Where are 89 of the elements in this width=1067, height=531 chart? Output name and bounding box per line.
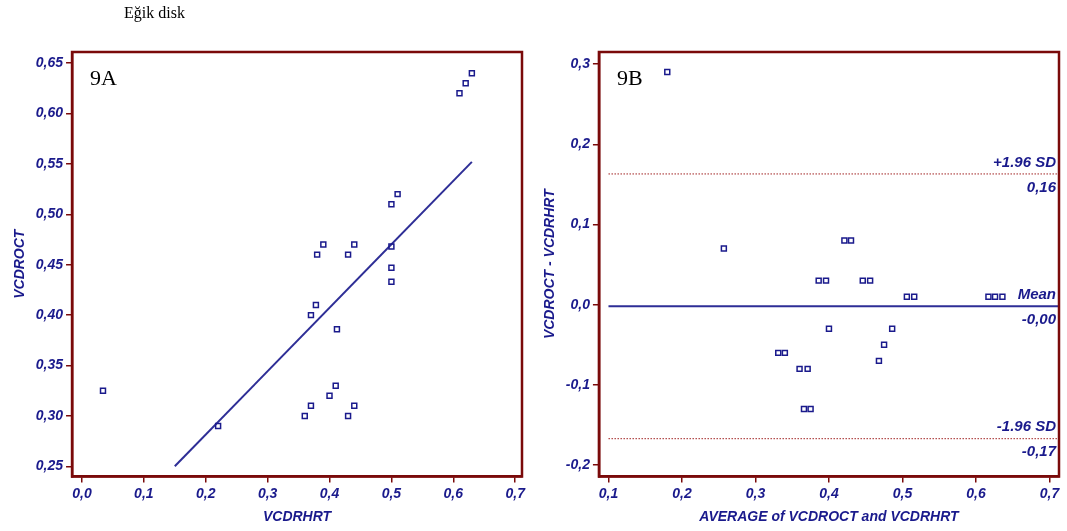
- x-tick-label: 0,3: [745, 484, 766, 501]
- y-axis-title: VCDROCT: [11, 228, 28, 299]
- point: [859, 277, 866, 284]
- y-tick-label: 0,60: [35, 104, 64, 121]
- y-tick-label: 0,30: [35, 406, 64, 423]
- point: [456, 90, 463, 97]
- point: [991, 293, 999, 300]
- point: [822, 277, 830, 284]
- y-tick-label: 0,1: [570, 215, 591, 232]
- y-tick-label: 0,40: [35, 305, 64, 322]
- point: [847, 237, 855, 244]
- x-tick-label: 0,4: [319, 484, 340, 501]
- y-tick-label: 0,35: [35, 356, 64, 373]
- point: [394, 190, 401, 198]
- annotation: 9A: [90, 64, 118, 90]
- x-tick-label: 0,3: [257, 484, 278, 501]
- point: [351, 241, 358, 248]
- point: [99, 387, 107, 394]
- point: [307, 311, 315, 319]
- point: [388, 278, 395, 286]
- point: [344, 251, 352, 258]
- point: [351, 402, 358, 410]
- x-axis-title: VCDRHRT: [262, 508, 333, 525]
- point: [880, 341, 888, 349]
- x-tick-label: 0,2: [196, 484, 216, 501]
- annotation: 0,16: [1026, 177, 1057, 195]
- point: [333, 326, 341, 333]
- point: [664, 68, 671, 76]
- point: [388, 243, 395, 250]
- y-tick-label: 0,45: [35, 255, 64, 272]
- annotation: 9B: [616, 64, 643, 90]
- point: [388, 201, 395, 208]
- x-tick-label: 0,0: [72, 484, 92, 501]
- point: [781, 349, 789, 357]
- point: [320, 241, 327, 248]
- point: [999, 293, 1006, 300]
- y-tick-label: 0,50: [35, 205, 64, 222]
- point: [344, 412, 352, 420]
- point: [462, 80, 469, 87]
- point: [312, 301, 320, 309]
- y-tick-label: 0,3: [570, 54, 591, 71]
- x-tick-label: 0,5: [381, 484, 402, 501]
- point: [388, 264, 395, 271]
- ref-line-label: -1.96 SD: [996, 417, 1057, 435]
- point: [468, 69, 476, 77]
- point: [804, 365, 811, 373]
- point: [807, 405, 814, 413]
- point: [313, 251, 321, 258]
- x-tick-label: 0,5: [892, 484, 913, 501]
- point: [301, 412, 308, 420]
- x-tick-label: 0,1: [598, 484, 619, 501]
- point: [720, 245, 728, 252]
- point: [903, 293, 911, 300]
- point: [825, 325, 833, 333]
- ref-line-label: +1.96 SD: [993, 152, 1057, 170]
- point: [910, 293, 918, 300]
- x-tick-label: 0,7: [505, 484, 527, 501]
- x-tick-label: 0,7: [1039, 484, 1061, 501]
- point: [815, 277, 822, 284]
- point: [875, 357, 883, 365]
- x-tick-label: 0,6: [443, 484, 464, 501]
- annotation: -0,17: [1021, 442, 1057, 460]
- point: [866, 277, 874, 284]
- y-tick-label: 0,2: [570, 135, 591, 152]
- y-axis-title: VCDROCT - VCDRHRT: [541, 187, 558, 340]
- x-tick-label: 0,6: [966, 484, 986, 501]
- point: [888, 325, 896, 333]
- y-tick-label: 0,65: [35, 53, 64, 70]
- x-tick-label: 0,4: [819, 484, 839, 501]
- point: [332, 382, 339, 389]
- point: [326, 392, 333, 399]
- annotation: -0,00: [1021, 309, 1057, 327]
- y-tick-label: -0,1: [565, 375, 591, 392]
- point: [214, 422, 222, 430]
- x-tick-label: 0,1: [134, 484, 154, 501]
- point: [307, 402, 315, 410]
- ref-line-label: Mean: [1017, 284, 1056, 302]
- point: [841, 237, 848, 244]
- y-tick-label: -0,2: [565, 456, 591, 473]
- point: [775, 349, 782, 357]
- x-axis-title: AVERAGE of VCDROCT and VCDRHRT: [698, 508, 961, 525]
- point: [796, 365, 803, 373]
- y-tick-label: 0,55: [35, 154, 64, 171]
- point: [800, 405, 808, 413]
- chart-title: Eğik disk: [124, 4, 185, 22]
- y-tick-label: 0,25: [35, 457, 64, 474]
- point: [985, 293, 992, 300]
- x-tick-label: 0,2: [672, 484, 692, 501]
- y-tick-label: 0,0: [570, 295, 591, 312]
